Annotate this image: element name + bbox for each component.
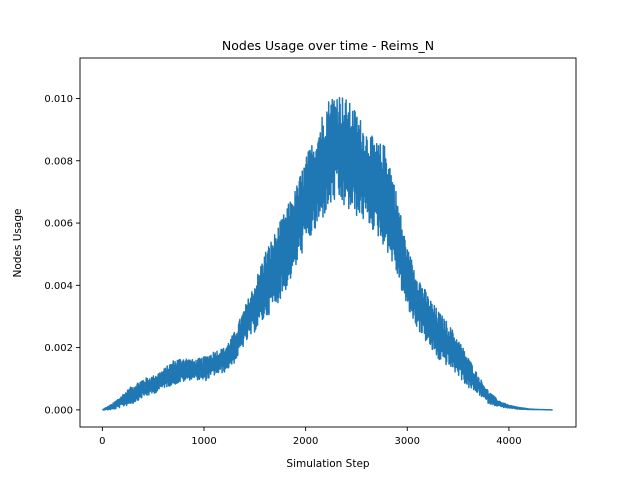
- y-tick-label: 0.004: [44, 281, 73, 292]
- x-tick-label: 1000: [191, 436, 216, 447]
- x-tick-label: 3000: [395, 436, 420, 447]
- y-axis: 0.000 0.002 0.004 0.006 0.008 0.010: [44, 94, 80, 416]
- chart-title: Nodes Usage over time - Reims_N: [222, 38, 434, 53]
- x-tick-label: 2000: [293, 436, 318, 447]
- y-tick-label: 0.002: [44, 343, 73, 354]
- x-axis: 0 1000 2000 3000 4000: [99, 427, 522, 447]
- plot-area: [101, 96, 554, 411]
- y-tick-label: 0.006: [44, 219, 73, 230]
- x-tick-label: 0: [99, 436, 105, 447]
- x-tick-label: 4000: [496, 436, 521, 447]
- plot-frame: [79, 57, 577, 428]
- y-axis-label: Nodes Usage: [12, 209, 24, 278]
- y-tick-label: 0.000: [44, 405, 73, 416]
- y-tick-label: 0.008: [44, 156, 73, 167]
- series-line-0: [101, 96, 554, 411]
- x-axis-label: Simulation Step: [286, 458, 370, 470]
- y-tick-label: 0.010: [44, 94, 73, 105]
